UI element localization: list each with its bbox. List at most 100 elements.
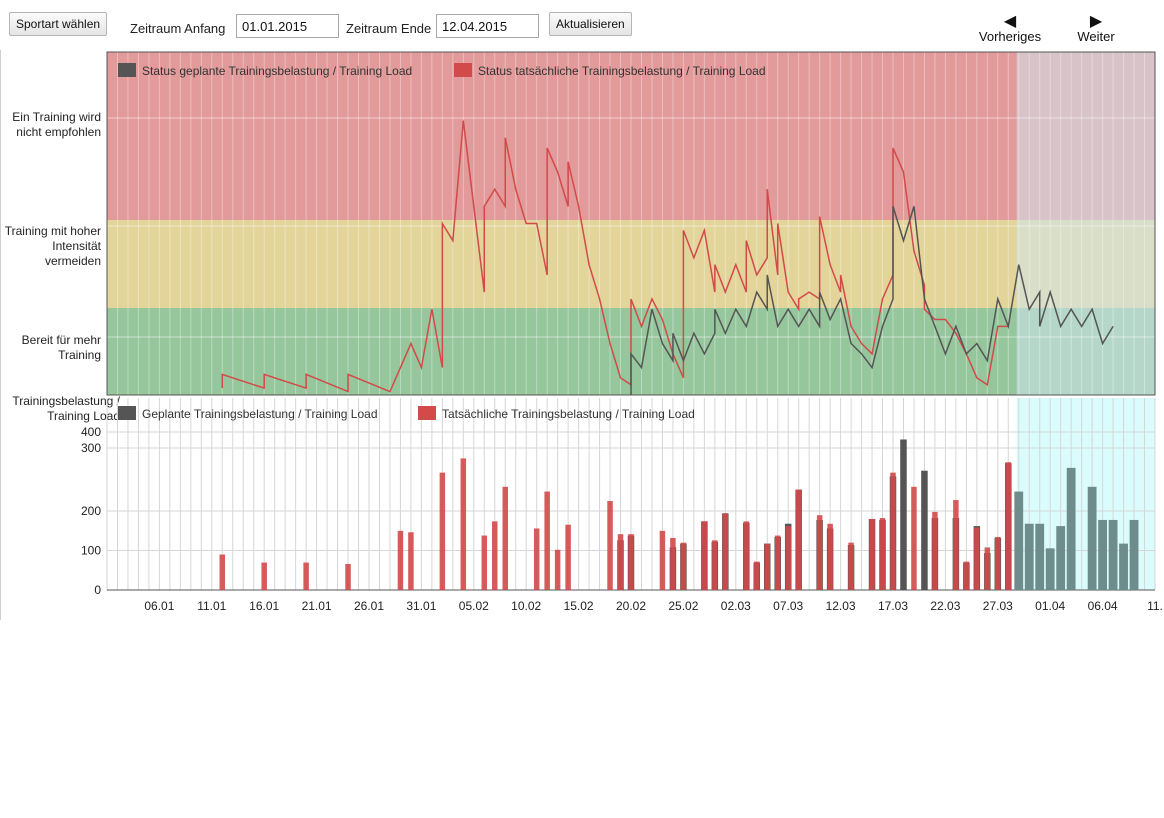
actual-bar [774, 535, 781, 590]
actual-bar [1005, 462, 1012, 590]
x-tick-label: 21.01 [302, 599, 332, 613]
actual-bar [879, 518, 886, 590]
legend-swatch-planned-status [118, 63, 136, 77]
forecast-bar [1108, 519, 1118, 590]
forecast-bar [1087, 486, 1097, 590]
actual-bar [869, 519, 875, 590]
actual-bar [890, 472, 896, 590]
actual-bar [628, 534, 634, 590]
actual-bar [659, 530, 666, 590]
next-label: Weiter [1077, 29, 1115, 44]
x-tick-label: 27.03 [983, 599, 1013, 613]
actual-bar [533, 528, 540, 590]
y-tick-label: 100 [81, 544, 101, 558]
x-tick-label: 02.03 [721, 599, 751, 613]
page-left-border [0, 50, 1, 620]
y-tick-label: 400 [81, 425, 101, 439]
actual-bar [827, 523, 833, 590]
legend-label-planned-status: Status geplante Trainingsbelastung / Tra… [142, 64, 412, 78]
actual-bar [345, 563, 351, 590]
x-tick-label: 11.01 [197, 599, 226, 613]
forecast-bar [1066, 467, 1076, 590]
previous-label: Vorheriges [978, 29, 1042, 44]
actual-bar [460, 458, 467, 590]
x-tick-label: 07.03 [773, 599, 803, 613]
x-tick-label: 06.04 [1088, 599, 1118, 613]
x-tick-label: 05.02 [459, 599, 489, 613]
start-date-input[interactable] [236, 14, 339, 38]
arrow-left-icon: ◀ [1003, 13, 1017, 30]
actual-bar [502, 486, 508, 590]
actual-bar [722, 513, 729, 590]
x-tick-label: 01.04 [1035, 599, 1065, 613]
actual-bar [743, 521, 750, 590]
actual-bar [680, 542, 687, 590]
actual-bar [754, 561, 760, 590]
y-tick-label: 300 [81, 441, 101, 455]
x-tick-label: 26.01 [354, 599, 384, 613]
x-tick-label: 22.03 [930, 599, 960, 613]
actual-bar [995, 536, 1001, 590]
legend-swatch-actual-load [418, 406, 436, 420]
actual-bar [816, 515, 823, 590]
actual-bar [963, 561, 970, 590]
actual-bar [565, 524, 571, 590]
actual-bar [953, 500, 959, 590]
x-tick-label: 16.01 [249, 599, 279, 613]
legend-label-actual-status: Status tatsächliche Trainingsbelastung /… [478, 64, 766, 78]
actual-bar [492, 521, 498, 590]
actual-status-line [221, 120, 1009, 393]
previous-button[interactable]: ◀ Vorheriges [974, 13, 1046, 45]
next-button[interactable]: ▶ Weiter [1072, 13, 1120, 45]
actual-bar [974, 527, 980, 590]
end-date-label: Zeitraum Ende [346, 21, 432, 36]
forecast-bar [1045, 548, 1055, 590]
x-tick-label: 12.03 [826, 599, 856, 613]
legend-swatch-actual-status [454, 63, 472, 77]
planned-status-line [630, 206, 1114, 395]
x-tick-label: 06.01 [144, 599, 174, 613]
forecast-bar [1024, 523, 1034, 590]
actual-bar [219, 554, 226, 590]
forecast-bar [1014, 491, 1024, 590]
zone-label-low: Bereit für mehr Training [21, 333, 101, 362]
zone-high-band [107, 52, 1155, 220]
y-tick-label: 200 [81, 504, 101, 518]
actual-bar [848, 542, 854, 590]
forecast-overlay [1016, 52, 1155, 395]
actual-bar [408, 532, 414, 590]
sport-select-button[interactable]: Sportart wählen [9, 12, 108, 36]
actual-bar [607, 501, 613, 590]
end-date-input[interactable] [436, 14, 539, 38]
actual-bar [670, 537, 676, 590]
legend-swatch-planned-load [118, 406, 136, 420]
actual-bar [544, 491, 550, 590]
actual-bar [712, 540, 718, 590]
y-tick-label: 0 [94, 583, 101, 597]
actual-bar [932, 511, 938, 590]
actual-bar [397, 530, 404, 590]
arrow-right-icon: ▶ [1089, 13, 1103, 30]
legend-label-planned-load: Geplante Trainingsbelastung / Training L… [142, 407, 378, 421]
actual-bar [303, 562, 309, 590]
zone-label-mid: Training mit hoher Intensität vermeiden [4, 224, 101, 268]
forecast-bar [1129, 519, 1139, 590]
forecast-bar [1098, 519, 1108, 590]
x-tick-label: 15.02 [564, 599, 594, 613]
x-tick-label: 31.01 [406, 599, 436, 613]
actual-bar [764, 543, 770, 590]
actual-bar [261, 562, 267, 590]
forecast-bar [1119, 543, 1128, 590]
toolbar: Sportart wählen Zeitraum Anfang Zeitraum… [0, 0, 1164, 50]
start-date-label: Zeitraum Anfang [130, 21, 226, 36]
actual-bar [617, 534, 624, 590]
actual-bar [795, 489, 802, 590]
actual-bar [785, 526, 791, 590]
actual-bar [554, 549, 561, 590]
x-tick-label: 25.02 [668, 599, 698, 613]
refresh-button[interactable]: Aktualisieren [549, 12, 632, 36]
actual-bar [481, 535, 488, 590]
zone-mid-band [107, 220, 1155, 308]
planned-bar [900, 439, 907, 590]
